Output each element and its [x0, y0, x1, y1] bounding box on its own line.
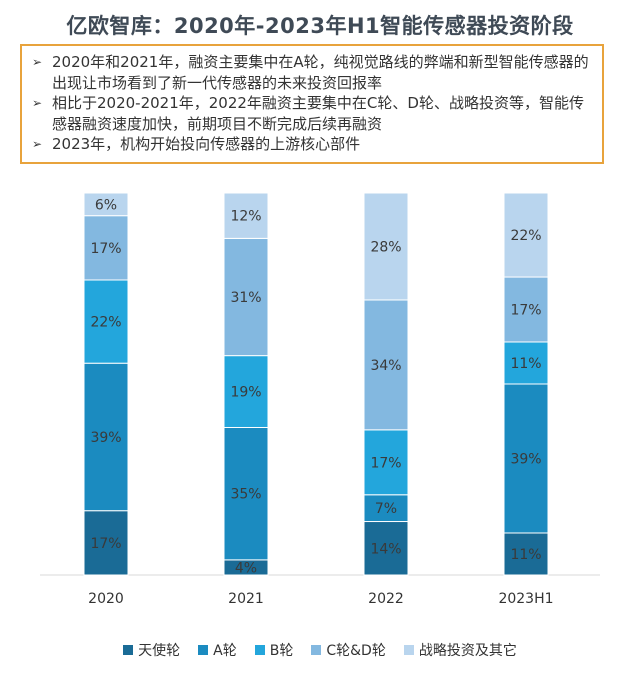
legend-swatch: [403, 645, 414, 655]
bar-segment: [363, 494, 409, 523]
legend-item: 天使轮: [123, 640, 180, 660]
bar-segment: [223, 426, 269, 561]
data-label: 11%: [510, 356, 541, 372]
data-label: 17%: [90, 241, 121, 257]
bar-segment: [503, 192, 549, 278]
legend-item: B轮: [254, 640, 294, 660]
bar-segment: [503, 276, 549, 343]
data-label: 6%: [95, 197, 117, 213]
legend-label: 天使轮: [138, 643, 181, 659]
data-label: 31%: [230, 290, 261, 306]
data-label: 14%: [370, 541, 401, 557]
bar-segment: [363, 192, 409, 301]
legend-label: C轮&D轮: [326, 643, 386, 659]
x-tick-label: 2023H1: [498, 591, 553, 607]
note-text: 2023年，机构开始投向传感器的上游核心部件: [52, 135, 361, 153]
data-label: 17%: [510, 303, 541, 319]
bar-segment: [503, 383, 549, 534]
bar-segment: [83, 362, 129, 512]
bar-segment: [503, 341, 549, 385]
note-text: 2020年和2021年，融资主要集中在A轮，纯视觉路线的弊端和新型智能传感器的出…: [52, 53, 589, 92]
bar-segment: [363, 299, 409, 431]
arrow-bullet-icon: ➢: [32, 96, 43, 110]
data-label: 39%: [90, 430, 121, 446]
data-label: 35%: [230, 487, 261, 503]
bar-segment: [363, 429, 409, 496]
bar-segment: [83, 192, 129, 217]
bar-segment: [223, 192, 269, 239]
data-label: 12%: [230, 209, 261, 225]
x-tick-label: 2020: [88, 591, 124, 607]
bar-segment: [363, 521, 409, 576]
notes-box: ➢ 2020年和2021年，融资主要集中在A轮，纯视觉路线的弊端和新型智能传感器…: [20, 44, 604, 164]
bar-segment: [83, 510, 129, 576]
bar-segment: [223, 355, 269, 428]
legend-swatch: [123, 645, 134, 655]
arrow-bullet-icon: ➢: [32, 55, 43, 69]
data-label: 4%: [235, 560, 257, 576]
legend-item: A轮: [198, 640, 237, 660]
data-label: 19%: [230, 385, 261, 401]
legend-label: B轮: [269, 643, 294, 659]
bar-segment: [83, 215, 129, 281]
data-label: 34%: [370, 358, 401, 374]
legend-label: 战略投资及其它: [418, 643, 517, 659]
note-item: ➢ 相比于2020-2021年，2022年融资主要集中在C轮、D轮、战略投资等，…: [32, 93, 594, 134]
legend-item: C轮&D轮: [311, 640, 386, 660]
stacked-bar-chart: 17% 39% 22% 17% 6% 2020 4% 35% 19% 31% 12% 2021 14% 7…: [40, 192, 600, 607]
note-item: ➢ 2023年，机构开始投向传感器的上游核心部件: [32, 134, 594, 155]
legend-swatch: [198, 645, 209, 655]
data-label: 22%: [510, 228, 541, 244]
legend-swatch: [311, 645, 322, 655]
note-text: 相比于2020-2021年，2022年融资主要集中在C轮、D轮、战略投资等，智能…: [52, 94, 584, 133]
x-tick-label: 2021: [228, 591, 264, 607]
data-label: 28%: [370, 239, 401, 255]
bar-segment: [223, 237, 269, 357]
data-label: 22%: [90, 315, 121, 331]
legend-label: A轮: [213, 643, 237, 659]
arrow-bullet-icon: ➢: [32, 137, 43, 151]
legend-item: 战略投资及其它: [403, 640, 517, 660]
legend-swatch: [254, 645, 265, 655]
data-label: 17%: [90, 536, 121, 552]
note-item: ➢ 2020年和2021年，融资主要集中在A轮，纯视觉路线的弊端和新型智能传感器…: [32, 52, 594, 93]
data-label: 39%: [510, 451, 541, 467]
data-label: 11%: [510, 547, 541, 563]
chart-title: 亿欧智库：2020年-2023年H1智能传感器投资阶段: [66, 14, 574, 38]
legend: 天使轮 A轮 B轮 C轮&D轮 战略投资及其它: [0, 640, 640, 660]
x-tick-label: 2022: [368, 591, 404, 607]
bar-segment: [503, 532, 549, 576]
data-label: 17%: [370, 455, 401, 471]
data-label: 7%: [375, 501, 397, 517]
